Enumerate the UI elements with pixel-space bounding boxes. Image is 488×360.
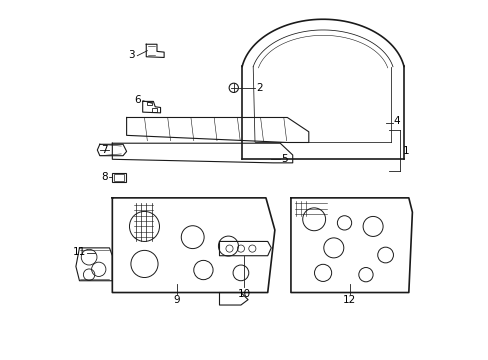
Text: 4: 4 — [393, 116, 400, 126]
Text: 11: 11 — [73, 247, 86, 257]
Text: 7: 7 — [101, 145, 108, 155]
Text: 12: 12 — [343, 295, 356, 305]
Text: 5: 5 — [281, 154, 287, 164]
Text: 1: 1 — [402, 146, 408, 156]
Text: 10: 10 — [238, 289, 250, 298]
Text: 8: 8 — [101, 172, 108, 183]
Text: 3: 3 — [127, 50, 134, 60]
Text: 2: 2 — [255, 83, 262, 93]
Text: 9: 9 — [173, 295, 180, 305]
Text: 6: 6 — [134, 95, 141, 105]
